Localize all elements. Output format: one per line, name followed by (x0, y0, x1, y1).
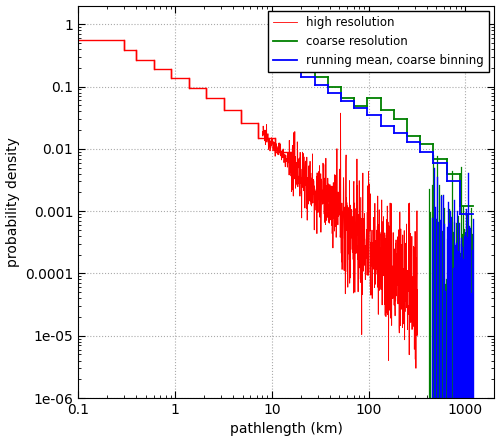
high resolution (352, 260, 358, 266)
high resolution (356, 254, 362, 259)
Legend: high resolution, coarse resolution, running mean, coarse binning: high resolution, coarse resolution, runn… (268, 11, 488, 72)
high resolution (338, 110, 344, 116)
high resolution (412, 275, 418, 280)
high resolution (375, 263, 381, 268)
high resolution (386, 358, 392, 363)
X-axis label: pathlength (km): pathlength (km) (230, 423, 343, 436)
high resolution (268, 135, 274, 141)
Y-axis label: probability density: probability density (6, 137, 20, 267)
high resolution (391, 265, 397, 271)
Line: high resolution: high resolution (262, 113, 414, 360)
high resolution (348, 221, 354, 227)
high resolution (260, 131, 266, 137)
